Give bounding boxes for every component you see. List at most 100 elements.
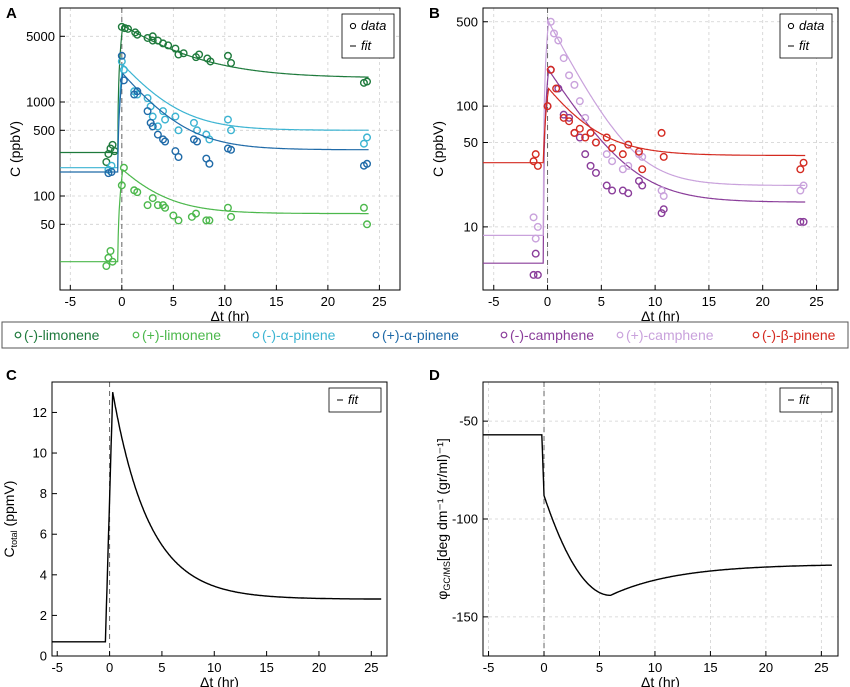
inner-legend-box: data fit xyxy=(779,13,833,59)
y-tick-label: 5000 xyxy=(26,29,55,44)
legend-item-marker xyxy=(372,331,380,339)
data-point xyxy=(533,161,542,170)
data-point xyxy=(206,57,215,66)
y-tick-label: 500 xyxy=(456,14,478,29)
data-point xyxy=(117,51,126,60)
data-point xyxy=(223,203,232,212)
legend-item-label: (-)-α-pinene xyxy=(262,327,336,343)
data-point xyxy=(148,122,157,131)
data-point xyxy=(205,159,214,168)
data-point xyxy=(153,201,162,210)
y-tick-label: 500 xyxy=(33,123,55,138)
data-point xyxy=(106,246,115,255)
y-tick-label: 2 xyxy=(40,608,47,623)
data-point xyxy=(529,270,538,279)
y-tick-label: 50 xyxy=(41,217,55,232)
legend-fit-label: fit xyxy=(799,38,811,53)
data-point xyxy=(575,133,584,142)
x-tick-label: -5 xyxy=(65,294,77,309)
y-tick-label: 0 xyxy=(40,649,47,664)
data-point xyxy=(171,44,180,53)
data-point xyxy=(531,249,540,258)
y-axis-label-sub: total xyxy=(9,530,19,547)
inner-legend-box: fit xyxy=(779,387,833,413)
data-point xyxy=(359,203,368,212)
data-point xyxy=(552,84,561,93)
legend-item-marker xyxy=(752,331,760,339)
y-tick-label: 10 xyxy=(464,219,478,234)
data-point xyxy=(581,113,590,122)
data-point xyxy=(195,50,204,59)
data-point xyxy=(608,144,617,153)
x-tick-label: 5 xyxy=(596,660,603,675)
legend-data-marker xyxy=(787,22,795,30)
data-point xyxy=(363,159,372,168)
data-point xyxy=(102,157,111,166)
plot-area xyxy=(60,22,372,271)
data-point xyxy=(799,158,808,167)
data-point xyxy=(119,163,128,172)
y-axis-label: C (ppbV) xyxy=(7,121,23,177)
data-point xyxy=(618,150,627,159)
x-tick-label: 0 xyxy=(106,660,113,675)
data-point xyxy=(533,270,542,279)
data-point xyxy=(602,181,611,190)
x-tick-label: 10 xyxy=(207,660,221,675)
legend-item-label: (+)-α-pinene xyxy=(382,327,459,343)
y-tick-label: 12 xyxy=(33,405,47,420)
data-point xyxy=(602,133,611,142)
data-point xyxy=(133,30,142,39)
legend-item-marker xyxy=(132,331,140,339)
x-tick-label: 10 xyxy=(218,294,232,309)
plot-frame xyxy=(59,7,401,291)
data-point xyxy=(131,28,140,37)
legend-fit-label: fit xyxy=(799,392,811,407)
inner-legend-frame xyxy=(341,13,395,59)
panel-c: C -5 0 5 10 15 20 25 0 2 4 6 8 10 12 Δt (hr) Ctotal (ppm… xyxy=(1,367,388,687)
x-axis-label: Δt (hr) xyxy=(200,674,239,687)
legend-item-label: (-)-camphene xyxy=(510,327,594,343)
data-point xyxy=(153,122,162,131)
y-tick-label: 6 xyxy=(40,527,47,542)
y-axis-label-unit: [deg dm⁻¹ (gr/ml)⁻¹] xyxy=(434,438,450,561)
data-point xyxy=(143,201,152,210)
data-point xyxy=(133,90,142,99)
x-tick-label: 5 xyxy=(598,294,605,309)
data-point xyxy=(108,257,117,266)
data-point xyxy=(531,234,540,243)
legend-fit-label: fit xyxy=(361,38,373,53)
fit-line-(+)-limonene xyxy=(60,168,369,263)
data-point xyxy=(575,124,584,133)
data-point xyxy=(529,213,538,222)
data-point xyxy=(161,137,170,146)
x-tick-label: -5 xyxy=(483,660,495,675)
x-tick-label: 25 xyxy=(372,294,386,309)
data-point xyxy=(575,97,584,106)
panel-b: B -5 0 5 10 15 20 25 10 50 100 500 Δt (hr) C (ppbV) da… xyxy=(429,5,839,324)
data-point xyxy=(531,150,540,159)
data-point xyxy=(227,126,236,135)
data-point xyxy=(659,152,668,161)
data-point xyxy=(119,65,128,74)
plot-frame xyxy=(51,381,388,657)
data-point xyxy=(657,209,666,218)
data-point xyxy=(191,209,200,218)
x-tick-label: 10 xyxy=(648,294,662,309)
x-tick-label: 15 xyxy=(269,294,283,309)
data-point xyxy=(227,212,236,221)
x-tick-label: 5 xyxy=(170,294,177,309)
data-point xyxy=(107,168,116,177)
x-tick-label: 20 xyxy=(755,294,769,309)
fit-line-D xyxy=(483,434,833,596)
data-point xyxy=(164,41,173,50)
legend-data-marker xyxy=(349,22,357,30)
x-tick-label: 25 xyxy=(809,294,823,309)
fit-line-(-)-camphene xyxy=(483,68,806,264)
data-point xyxy=(161,115,170,124)
data-point xyxy=(796,165,805,174)
data-point xyxy=(189,118,198,127)
y-axis-label: φGC/MS[deg dm⁻¹ (gr/ml)⁻¹] xyxy=(434,438,452,600)
legend-item-marker xyxy=(14,331,22,339)
